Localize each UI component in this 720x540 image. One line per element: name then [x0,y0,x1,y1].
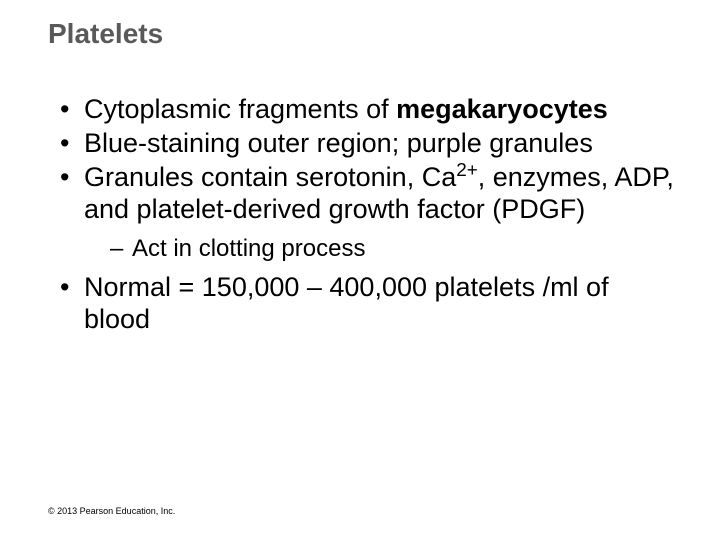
copyright-text: © 2013 Pearson Education, Inc. [48,506,175,516]
sub-bullet-list: Act in clotting process [84,235,680,263]
slide-title: Platelets [48,18,680,50]
sub-bullet-text: Act in clotting process [132,235,365,262]
bullet-text-pre: Granules contain serotonin, Ca [84,162,456,192]
bullet-item: Blue-staining outer region; purple granu… [60,128,680,160]
bullet-item: Normal = 150,000 – 400,000 platelets /ml… [60,272,680,336]
bullet-text: Normal = 150,000 – 400,000 platelets /ml… [84,272,609,334]
bullet-text-pre: Cytoplasmic fragments of [84,94,396,124]
sub-bullet-item: Act in clotting process [110,235,680,263]
slide: Platelets Cytoplasmic fragments of megak… [0,0,720,540]
bullet-text-bold: megakaryocytes [396,94,608,124]
slide-content: Cytoplasmic fragments of megakaryocytes … [48,94,680,335]
bullet-item: Cytoplasmic fragments of megakaryocytes [60,94,680,126]
bullet-item: Granules contain serotonin, Ca2+, enzyme… [60,162,680,264]
bullet-text: Blue-staining outer region; purple granu… [84,128,593,158]
bullet-superscript: 2+ [456,160,478,181]
bullet-list: Cytoplasmic fragments of megakaryocytes … [60,94,680,335]
